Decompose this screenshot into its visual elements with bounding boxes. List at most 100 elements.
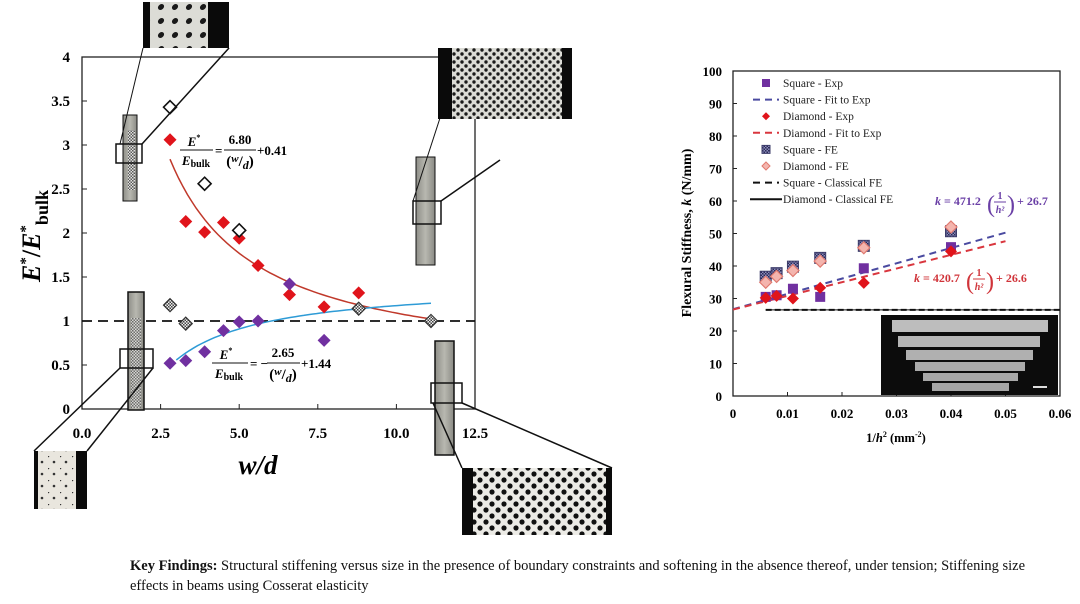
legend-label: Square - Fit to Exp: [783, 95, 871, 107]
data-point: [251, 314, 265, 328]
svg-text:E*/E*bulk: E*/E*bulk: [17, 190, 52, 283]
data-point: [178, 316, 194, 331]
y-tick-label: 60: [709, 194, 722, 209]
x-tick-label: 12.5: [462, 426, 488, 442]
diamond-fit-line: [732, 240, 1006, 311]
y-tick-label: 0: [63, 402, 71, 418]
x-tick-label: 7.5: [308, 426, 327, 442]
x-tick-label: 0: [730, 406, 737, 421]
data-point: [198, 345, 212, 359]
red-fit-equation: E* Ebulk = 6.80 (w/d) +0.41: [180, 132, 287, 172]
left-x-axis-label: w/d: [238, 450, 278, 480]
svg-text:(w/d): (w/d): [269, 366, 297, 385]
legend-item: Square - Fit to Exp: [753, 95, 871, 107]
svg-text:+ 26.6: + 26.6: [996, 271, 1027, 285]
data-point: [283, 277, 297, 291]
legend-label: Square - Exp: [783, 78, 843, 90]
x-tick-label: 0.06: [1049, 406, 1072, 421]
data-point: [163, 133, 177, 147]
y-tick-label: 1: [63, 314, 71, 330]
data-point: [196, 176, 213, 192]
caption-text: Structural stiffening versus size in the…: [130, 558, 1026, 594]
data-point: [944, 220, 958, 234]
legend-item: Square - Classical FE: [753, 178, 882, 190]
specimen-bar-bottom-right: [430, 340, 613, 469]
data-point: [857, 276, 870, 289]
blue-fit-equation: E* Ebulk = − 2.65 (w/d) +1.44: [212, 345, 332, 385]
x-tick-label: 0.01: [776, 406, 799, 421]
data-point: [216, 324, 230, 338]
data-point: [283, 288, 297, 302]
svg-text:E*: E*: [187, 133, 201, 149]
right-y-axis-label: Flexural Stiffness, k (N/mm): [680, 148, 695, 317]
specimen-bar-bottom-left: [33, 291, 154, 452]
y-tick-label: 0: [716, 389, 723, 404]
y-tick-label: 70: [709, 162, 722, 177]
inset-lattice-top-left: [143, 2, 229, 48]
y-tick-label: 30: [709, 292, 722, 307]
x-tick-label: 0.02: [831, 406, 854, 421]
y-tick-label: 1.5: [51, 270, 70, 286]
legend-diamond-icon: [762, 112, 770, 121]
legend-hatched-square-icon: [761, 144, 771, 154]
blue-fit-curve: [175, 302, 432, 361]
legend-item: Diamond - Exp: [762, 111, 854, 123]
y-tick-label: 2.5: [51, 182, 70, 198]
data-point: [770, 289, 783, 302]
data-point: [162, 297, 178, 313]
data-point: [759, 291, 772, 304]
y-tick-label: 2: [63, 226, 71, 242]
data-point: [769, 269, 784, 284]
left-chart: 0.0 2.5 5.0 7.5 10.0 12.5 0 0.5 1 1.5 2 2.5 3 3.5 4 w/…: [17, 2, 613, 535]
data-point: [232, 231, 246, 245]
data-point: [786, 292, 799, 305]
svg-text:): ): [1007, 192, 1015, 218]
svg-text:1: 1: [977, 268, 982, 279]
data-point: [351, 301, 367, 317]
legend-item: Diamond - FE: [761, 161, 849, 173]
data-point: [317, 333, 331, 347]
inset-lattice-top-right: [438, 48, 572, 119]
svg-text:k = 471.2: k = 471.2: [935, 194, 981, 208]
caption-heading: Key Findings:: [130, 558, 218, 574]
legend-label: Square - FE: [783, 144, 838, 156]
legend-label: Diamond - Fit to Exp: [783, 128, 882, 140]
svg-text:(: (: [987, 192, 995, 218]
diamond-fit-equation: k = 420.7 ( 1 h² ) + 26.6: [914, 268, 1027, 295]
y-tick-label: 50: [709, 227, 722, 242]
data-point: [786, 263, 800, 278]
x-tick-label: 0.04: [940, 406, 963, 421]
data-point: [179, 354, 193, 368]
data-point: [423, 313, 439, 329]
y-tick-label: 3: [63, 138, 71, 154]
data-point: [163, 356, 177, 370]
data-point: [945, 245, 957, 258]
y-tick-label: 3.5: [51, 94, 70, 110]
x-tick-label: 0.03: [885, 406, 908, 421]
data-point: [814, 281, 827, 294]
legend-label: Diamond - Classical FE: [783, 194, 893, 206]
svg-text:h²: h²: [975, 282, 985, 293]
inset-lattice-bottom-right: [462, 468, 612, 535]
eq1-coef: 6.80: [229, 132, 252, 147]
x-tick-label: 5.0: [230, 426, 249, 442]
data-point: [787, 283, 798, 294]
eq1-num: E: [187, 134, 197, 149]
y-tick-label: 100: [703, 64, 723, 79]
y-tick-label: 90: [709, 97, 722, 112]
data-point: [232, 315, 246, 329]
legend-label: Square - Classical FE: [783, 178, 882, 190]
data-point: [216, 215, 230, 229]
right-tick-labels: 0 0.01 0.02 0.03 0.04 0.05 0.06 0 10 20 30 40 50 60 70…: [703, 64, 1072, 421]
legend-item: Square - FE: [761, 144, 838, 156]
svg-text:E*: E*: [219, 346, 233, 362]
left-data-points: [162, 99, 439, 370]
x-tick-label: 0.0: [73, 426, 92, 442]
data-point: [815, 291, 826, 302]
y-tick-label: 40: [709, 259, 722, 274]
data-point: [179, 215, 193, 229]
svg-text:h²: h²: [996, 205, 1006, 216]
svg-text:+1.44: +1.44: [301, 356, 332, 371]
x-tick-label: 2.5: [151, 426, 170, 442]
